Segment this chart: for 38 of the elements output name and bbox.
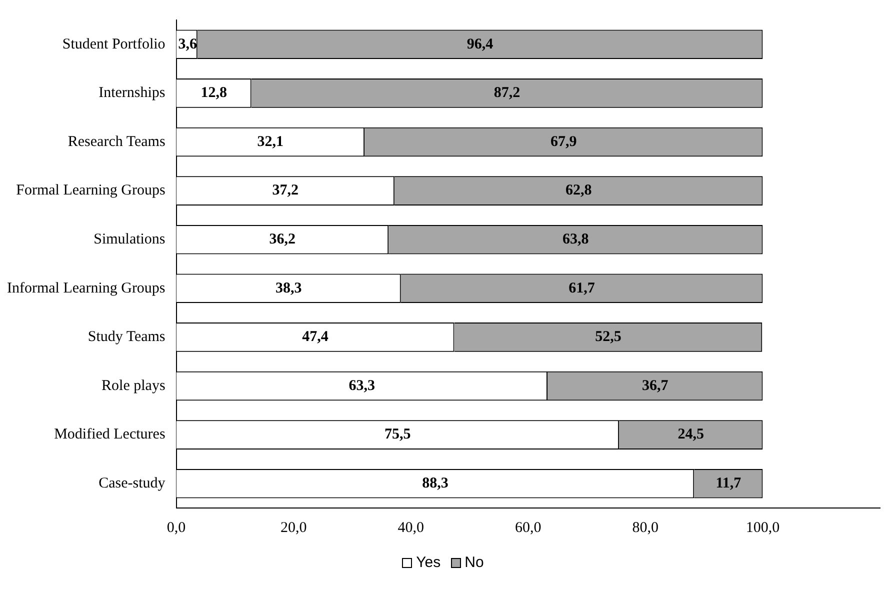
legend-label: No [464, 554, 484, 571]
data-label: 52,5 [595, 329, 622, 346]
data-label: 75,5 [384, 426, 411, 443]
data-label: 36,2 [269, 231, 296, 248]
y-tick-label: Role plays [102, 378, 166, 394]
data-label: 87,2 [494, 85, 520, 102]
x-tick-label: 80,0 [632, 520, 659, 536]
data-label: 38,3 [275, 280, 302, 296]
data-label: 12,8 [200, 85, 227, 102]
data-label: 32,1 [257, 134, 284, 150]
x-tick-label: 40,0 [398, 520, 424, 536]
data-label: 67,9 [550, 134, 577, 150]
data-label: 96,4 [466, 36, 494, 52]
y-tick-label: Modified Lectures [54, 426, 166, 443]
data-label: 88,3 [422, 475, 448, 492]
data-label: 37,2 [272, 182, 298, 199]
y-tick-label: Study Teams [88, 329, 166, 346]
y-tick-label: Informal Learning Groups [6, 280, 166, 296]
data-label: 61,7 [568, 280, 596, 296]
y-tick-label: Research Teams [68, 134, 166, 150]
data-label: 36,7 [642, 378, 669, 394]
data-label: 3,6 [178, 36, 198, 52]
data-label: 62,8 [565, 182, 592, 199]
data-label: 24,5 [678, 426, 704, 443]
data-label: 63,8 [562, 231, 589, 248]
x-tick-label: 100,0 [746, 520, 780, 536]
data-label: 47,4 [302, 329, 329, 346]
legend-label: Yes [416, 554, 441, 571]
data-label: 63,3 [348, 378, 376, 394]
x-tick-label: 0,0 [166, 520, 186, 536]
x-tick-label: 60,0 [515, 520, 542, 536]
y-tick-label: Internships [98, 85, 166, 102]
y-tick-label: Case-study [98, 476, 166, 492]
x-tick-label: 20,0 [280, 520, 307, 536]
y-tick-label: Simulations [94, 232, 166, 248]
data-label: 11,7 [716, 475, 742, 492]
y-tick-label: Student Portfolio [62, 36, 166, 52]
y-tick-label: Formal Learning Groups [16, 182, 166, 199]
